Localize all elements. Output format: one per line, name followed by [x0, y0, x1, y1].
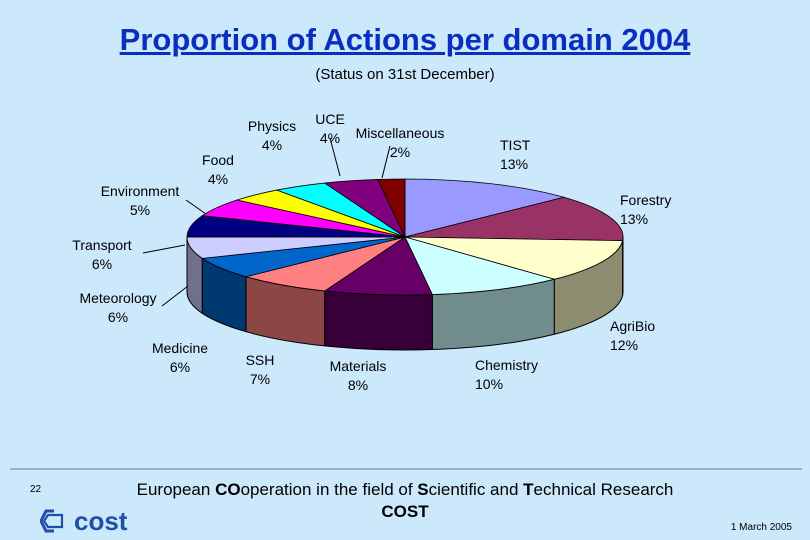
pie-labels: TIST 13% Forestry 13% AgriBio 12% Chemistry 10%…	[72, 111, 671, 393]
slide-subtitle: (Status on 31st December)	[315, 66, 495, 83]
footer-text-part: operation in the field of	[240, 480, 418, 499]
slice-label: Medicine	[152, 340, 208, 356]
pie-slice-forestry	[404, 196, 624, 242]
pie-sides	[186, 236, 624, 351]
pie-slice-miscellaneous	[377, 178, 406, 238]
slice-percent: 6%	[92, 256, 112, 272]
slice-percent: 4%	[208, 171, 228, 187]
pie-slice-materials	[323, 236, 433, 296]
footer-text-part: T	[523, 480, 534, 499]
slide-title: Proportion of Actions per domain 2004	[119, 22, 691, 57]
footer-text-part: European	[136, 480, 216, 499]
footer-org: COST	[381, 502, 429, 521]
leader-line-environment	[185, 199, 207, 215]
slice-label: Miscellaneous	[356, 125, 445, 141]
slice-percent: 2%	[390, 144, 410, 160]
slice-percent: 6%	[170, 359, 190, 375]
slice-label: Physics	[248, 118, 296, 134]
slice-label: Materials	[330, 358, 387, 374]
slice-percent: 13%	[500, 156, 528, 172]
slice-label: Transport	[72, 237, 132, 253]
slice-percent: 8%	[348, 377, 368, 393]
cost-logo: cost	[40, 508, 128, 534]
slice-label: Chemistry	[475, 357, 538, 373]
slice-label: Food	[202, 152, 234, 168]
slice-percent: 4%	[262, 137, 282, 153]
footer-divider	[10, 468, 802, 470]
pie-slice-chemistry	[404, 236, 556, 295]
slice-percent: 12%	[610, 337, 638, 353]
slice-label: AgriBio	[610, 318, 655, 334]
leader-line-transport	[142, 244, 186, 254]
pie-slice-tist	[404, 178, 566, 238]
footer-text-part: echnical Research	[533, 480, 674, 499]
leader-line-miscellaneous	[381, 145, 391, 179]
slice-label: Meteorology	[79, 290, 156, 306]
slice-percent: 7%	[250, 371, 270, 387]
leader-line-meteorology	[161, 285, 189, 307]
slice-percent: 4%	[320, 130, 340, 146]
slice-label: TIST	[500, 137, 531, 153]
logo-text: cost	[74, 508, 128, 534]
slide-number: 22	[30, 484, 42, 495]
footer-text-part: S	[417, 480, 429, 499]
footer-text-part: cientific and	[428, 480, 524, 499]
slice-label: SSH	[246, 352, 275, 368]
pie-tops	[186, 178, 624, 296]
footer-text-part: CO	[215, 480, 241, 499]
pie-side-materials	[324, 290, 433, 351]
slice-percent: 6%	[108, 309, 128, 325]
slice-label: UCE	[315, 111, 345, 127]
slice-label: Forestry	[620, 192, 671, 208]
footer-text: European COoperation in the field of Sci…	[0, 480, 810, 500]
pie-slice-agribio	[404, 236, 624, 280]
slice-percent: 13%	[620, 211, 648, 227]
slice-percent: 5%	[130, 202, 150, 218]
footer-date: 1 March 2005	[730, 522, 792, 533]
pie-leader-lines	[142, 137, 391, 307]
slice-label: Environment	[101, 183, 180, 199]
slice-percent: 10%	[475, 376, 503, 392]
leader-line-uce	[329, 137, 341, 177]
